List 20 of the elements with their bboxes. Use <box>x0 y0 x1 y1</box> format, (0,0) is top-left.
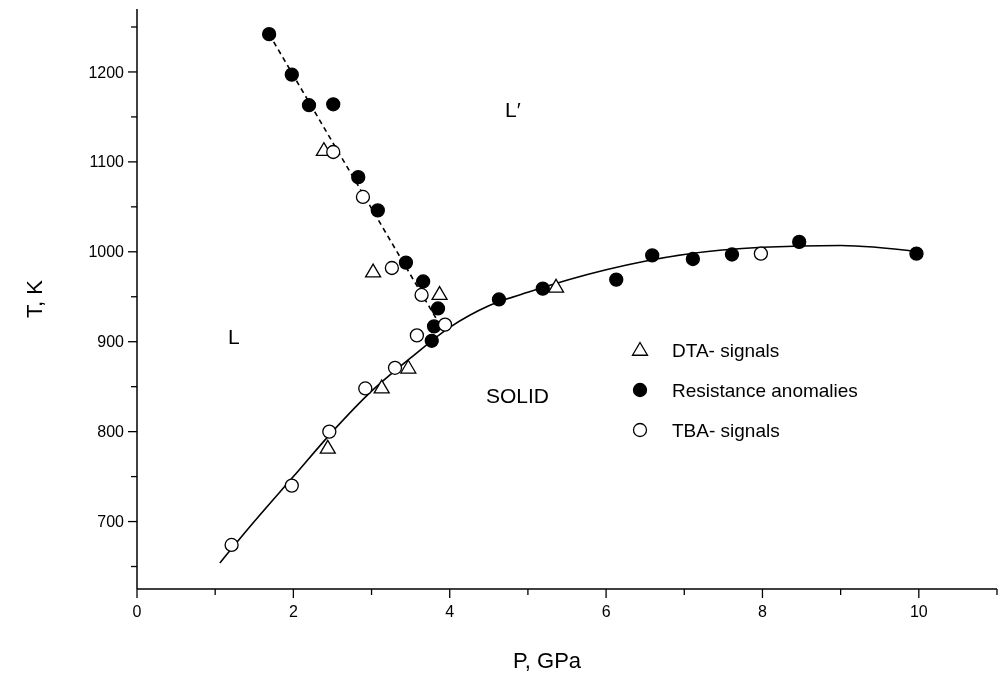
legend-label: Resistance anomalies <box>672 379 858 401</box>
x-axis-title: P, GPa <box>512 648 582 673</box>
y-tick-label: 800 <box>97 423 125 441</box>
x-tick-label: 4 <box>445 603 455 620</box>
x-tick-label: 10 <box>909 603 928 620</box>
y-tick-label: 1200 <box>88 63 125 81</box>
legend-label: TBA- signals <box>672 419 780 441</box>
y-tick-label: 1100 <box>89 153 125 171</box>
y-tick-label: 1000 <box>88 243 125 261</box>
annotation: L′ <box>505 98 521 122</box>
x-tick-label: 8 <box>758 603 767 620</box>
x-tick-label: 6 <box>601 603 611 620</box>
x-tick-label: 0 <box>132 603 142 620</box>
y-tick-label: 900 <box>97 333 125 351</box>
legend-label: DTA- signals <box>672 339 780 361</box>
y-axis-title: T, K <box>22 279 47 318</box>
annotation: L <box>228 325 240 349</box>
y-tick-label: 700 <box>97 513 125 531</box>
x-tick-label: 2 <box>288 603 298 620</box>
annotation: SOLID <box>486 384 550 408</box>
